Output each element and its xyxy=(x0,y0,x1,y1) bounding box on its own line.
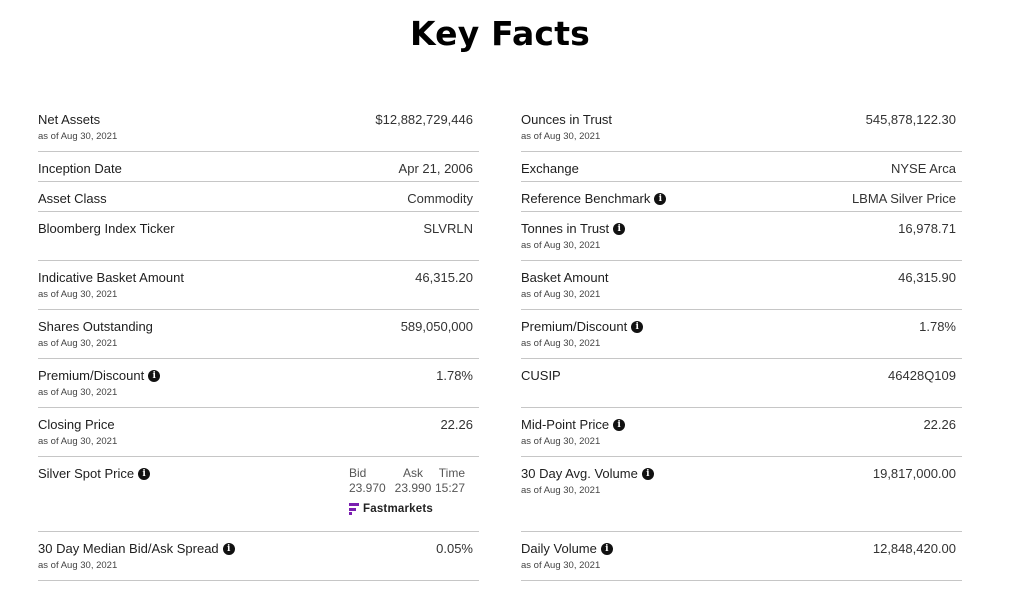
fact-label: Daily Volume i xyxy=(521,541,962,557)
fact-value: Commodity xyxy=(407,191,473,206)
fact-value: 589,050,000 xyxy=(400,319,473,334)
info-icon[interactable]: i xyxy=(138,468,151,480)
fact-label: Bloomberg Index Ticker xyxy=(38,221,175,236)
fact-row-ounces-in-trust: Ounces in Trust as of Aug 30, 2021 545,8… xyxy=(521,103,962,152)
fact-value: 1.78% xyxy=(919,319,956,334)
info-icon[interactable]: i xyxy=(641,468,654,480)
fact-asof: as of Aug 30, 2021 xyxy=(38,131,118,142)
fact-value: NYSE Arca xyxy=(890,161,956,176)
fact-label: 30 Day Avg. Volume i xyxy=(521,466,962,482)
fact-value: Apr 21, 2006 xyxy=(398,161,473,176)
info-icon[interactable]: i xyxy=(148,370,161,382)
fact-value: 46,315.90 xyxy=(898,270,956,285)
key-facts-left-column: Net Assets as of Aug 30, 2021 $12,882,72… xyxy=(38,103,479,581)
fact-row-cusip: CUSIP 46428Q109 xyxy=(521,359,962,408)
fact-asof: as of Aug 30, 2021 xyxy=(521,240,601,251)
fact-row-net-assets: Net Assets as of Aug 30, 2021 $12,882,72… xyxy=(38,103,479,152)
fact-value: 1.78% xyxy=(436,368,473,383)
spot-ask-header: Ask xyxy=(402,466,423,480)
info-icon[interactable]: i xyxy=(613,419,626,431)
fact-asof: as of Aug 30, 2021 xyxy=(521,131,601,142)
fact-asof: as of Aug 30, 2021 xyxy=(521,485,601,496)
fastmarkets-logo-icon xyxy=(349,503,359,515)
fact-value: 19,817,000.00 xyxy=(872,466,956,481)
fact-asof: as of Aug 30, 2021 xyxy=(521,338,601,349)
fact-value: $12,882,729,446 xyxy=(375,112,473,127)
fact-asof: as of Aug 30, 2021 xyxy=(38,289,118,300)
fastmarkets-attribution[interactable]: Fastmarkets xyxy=(349,503,433,515)
fact-row-indicative-basket-amount: Indicative Basket Amount as of Aug 30, 2… xyxy=(38,261,479,310)
fact-label: Exchange xyxy=(521,161,579,176)
info-icon[interactable]: i xyxy=(600,543,613,555)
fact-label: Silver Spot Price i xyxy=(38,466,479,482)
fact-label: Tonnes in Trust i xyxy=(521,221,962,237)
fact-row-reference-benchmark: Reference Benchmark i LBMA Silver Price xyxy=(521,182,962,212)
fact-asof: as of Aug 30, 2021 xyxy=(38,436,118,447)
fact-label: Ounces in Trust xyxy=(521,112,613,127)
fact-label: Premium/Discount i xyxy=(521,319,962,335)
fact-label: Indicative Basket Amount xyxy=(38,270,184,285)
fact-value: 16,978.71 xyxy=(898,221,956,236)
fact-row-bloomberg-ticker: Bloomberg Index Ticker SLVRLN xyxy=(38,212,479,261)
fact-asof: as of Aug 30, 2021 xyxy=(521,560,601,571)
fact-asof: as of Aug 30, 2021 xyxy=(38,560,118,571)
fact-label: Asset Class xyxy=(38,191,107,206)
fact-asof: as of Aug 30, 2021 xyxy=(521,289,601,300)
fact-label: Premium/Discount i xyxy=(38,368,479,384)
info-icon[interactable]: i xyxy=(222,543,235,555)
spot-bid-value: 23.970 xyxy=(349,481,386,495)
info-icon[interactable]: i xyxy=(613,223,626,235)
spot-ask-value: 23.990 xyxy=(394,481,432,495)
fastmarkets-label: Fastmarkets xyxy=(363,503,433,515)
fact-row-closing-price: Closing Price as of Aug 30, 2021 22.26 xyxy=(38,408,479,457)
fact-label: Basket Amount xyxy=(521,270,609,285)
fact-row-asset-class: Asset Class Commodity xyxy=(38,182,479,212)
fact-asof: as of Aug 30, 2021 xyxy=(38,338,118,349)
fact-asof: as of Aug 30, 2021 xyxy=(38,387,118,398)
spot-price-table: Bid Ask Time 23.970 23.990 15:27 xyxy=(349,466,465,496)
fact-label: CUSIP xyxy=(521,368,561,383)
fact-row-daily-volume: Daily Volume i as of Aug 30, 2021 12,848,… xyxy=(521,532,962,581)
info-icon[interactable]: i xyxy=(631,321,644,333)
fact-value: 46428Q109 xyxy=(888,368,956,383)
fact-value: 46,315.20 xyxy=(415,270,473,285)
fact-row-exchange: Exchange NYSE Arca xyxy=(521,152,962,182)
spot-time-header: Time xyxy=(438,466,465,480)
fact-value: SLVRLN xyxy=(423,221,473,236)
spot-time-value: 15:27 xyxy=(435,481,466,495)
key-facts-right-column: Ounces in Trust as of Aug 30, 2021 545,8… xyxy=(521,103,962,581)
fact-row-shares-outstanding: Shares Outstanding as of Aug 30, 2021 58… xyxy=(38,310,479,359)
fact-row-silver-spot-price: Silver Spot Price i Bid Ask Time 23.970 2… xyxy=(38,457,479,532)
fact-value: LBMA Silver Price xyxy=(851,191,956,206)
fact-row-premium-discount: Premium/Discount i as of Aug 30, 2021 1.7… xyxy=(521,310,962,359)
page-title: Key Facts xyxy=(409,14,591,53)
fact-row-inception-date: Inception Date Apr 21, 2006 xyxy=(38,152,479,182)
fact-row-basket-amount: Basket Amount as of Aug 30, 2021 46,315.… xyxy=(521,261,962,310)
fact-row-tonnes-in-trust: Tonnes in Trust i as of Aug 30, 2021 16,9… xyxy=(521,212,962,261)
fact-value: 12,848,420.00 xyxy=(872,541,956,556)
fact-label: Reference Benchmark i xyxy=(521,191,962,207)
fact-label: Shares Outstanding xyxy=(38,319,153,334)
fact-value: 22.26 xyxy=(440,417,473,432)
fact-asof: as of Aug 30, 2021 xyxy=(521,436,601,447)
fact-value: 22.26 xyxy=(923,417,956,432)
info-icon[interactable]: i xyxy=(654,193,667,205)
fact-label: Net Assets xyxy=(38,112,101,127)
fact-row-premium-discount: Premium/Discount i as of Aug 30, 2021 1.7… xyxy=(38,359,479,408)
spot-bid-header: Bid xyxy=(349,466,367,480)
fact-value: 0.05% xyxy=(436,541,473,556)
fact-label: Closing Price xyxy=(38,417,115,432)
fact-row-median-bid-ask-spread: 30 Day Median Bid/Ask Spread i as of Aug … xyxy=(38,532,479,581)
fact-row-mid-point-price: Mid-Point Price i as of Aug 30, 2021 22.2… xyxy=(521,408,962,457)
fact-label: 30 Day Median Bid/Ask Spread i xyxy=(38,541,479,557)
fact-label: Mid-Point Price i xyxy=(521,417,962,433)
fact-value: 545,878,122.30 xyxy=(865,112,956,127)
fact-label: Inception Date xyxy=(38,161,122,176)
fact-row-30-day-avg-volume: 30 Day Avg. Volume i as of Aug 30, 2021 1… xyxy=(521,457,962,532)
